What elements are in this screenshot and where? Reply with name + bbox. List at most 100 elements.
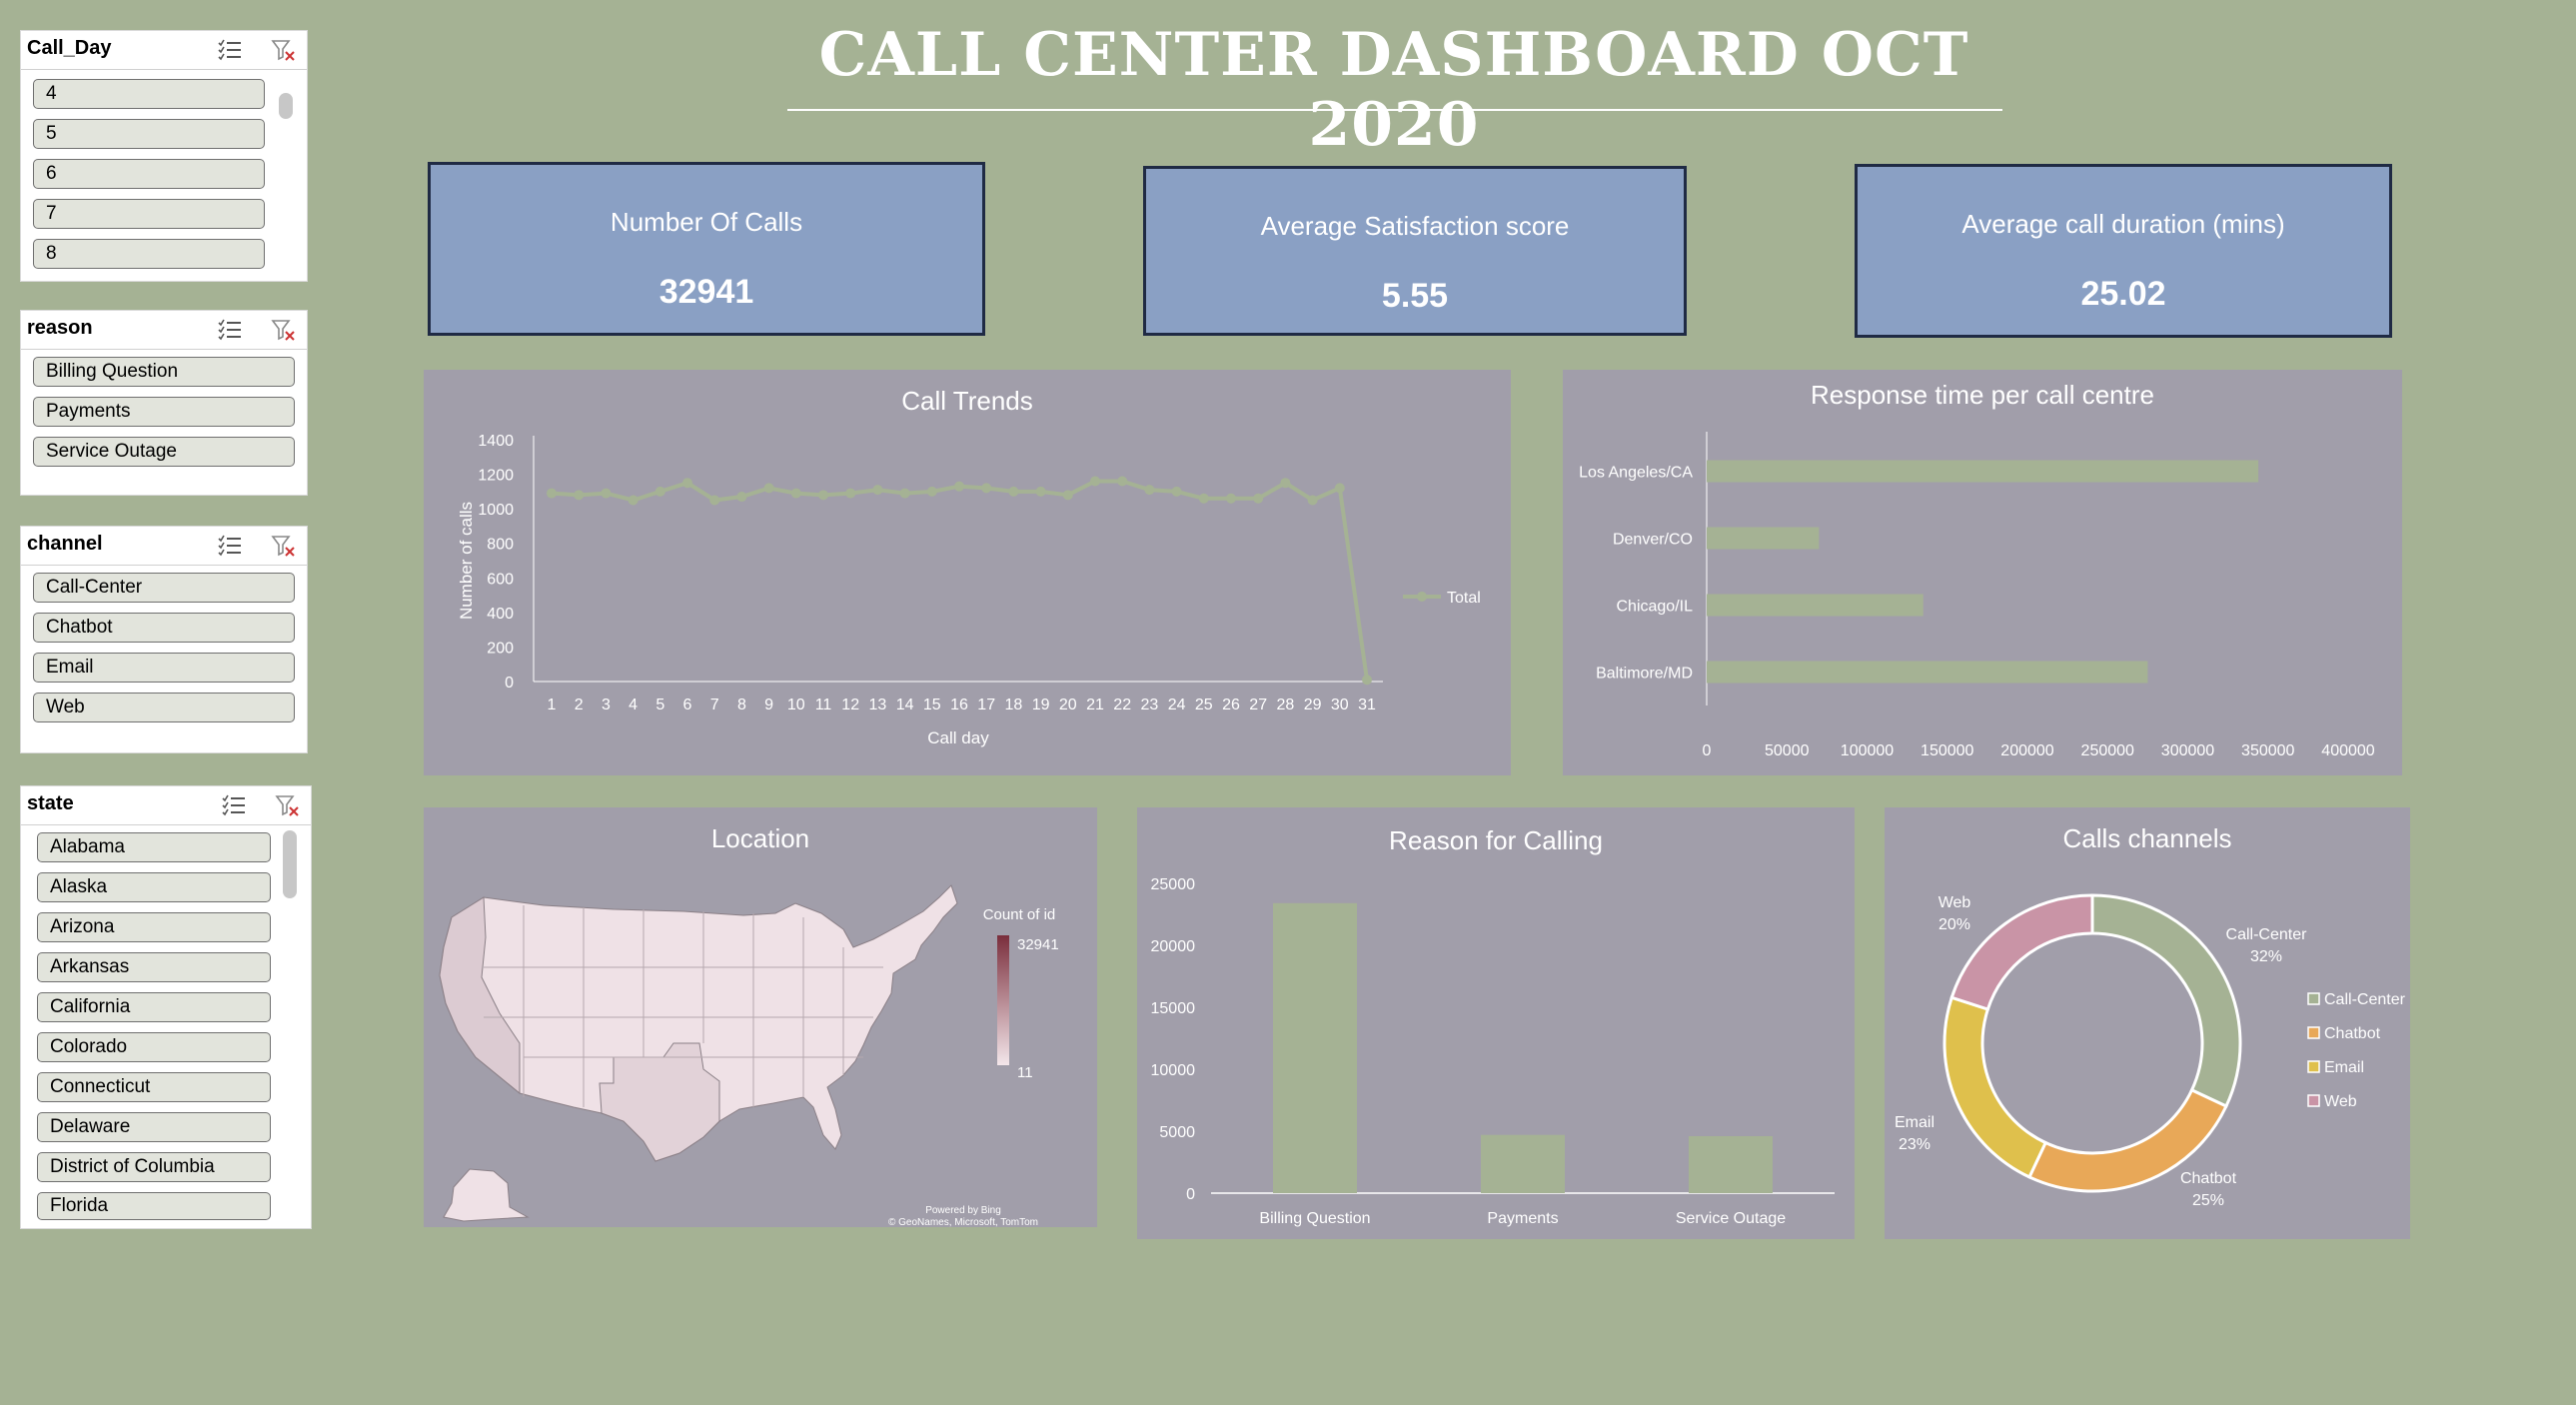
multi-select-icon[interactable] [221,792,247,818]
legend-label: Web [2324,1093,2357,1110]
slicer-item[interactable]: 8 [33,239,265,269]
clear-filter-icon[interactable] [271,533,297,559]
x-tick-label: 15 [923,697,941,713]
y-tick-label: 1200 [478,468,514,485]
slice-category-label: Call-Center [2226,926,2308,943]
slicer-item[interactable]: Arkansas [37,952,271,982]
legend-swatch [2307,1060,2320,1073]
x-tick-label: 22 [1113,697,1131,713]
slicer-item[interactable]: Florida [37,1192,271,1220]
slicer-item[interactable]: Delaware [37,1112,271,1142]
data-point [654,486,665,497]
slicer-call-day[interactable]: Call_Day 4 5 6 7 8 [20,30,308,282]
x-tick-label: 0 [1703,742,1712,759]
x-tick-label: 8 [737,697,746,713]
legend-swatch [2307,992,2320,1005]
slicer-item[interactable]: 5 [33,119,265,149]
slicer-state[interactable]: state Alabama Alaska Arizona Arkansas Ca… [20,785,312,1229]
slicer-item[interactable]: Payments [33,397,295,427]
multi-select-icon[interactable] [217,37,243,63]
slice-category-label: Chatbot [2180,1170,2237,1187]
channels-panel[interactable]: Calls channels Call-Center 32% Chatbot 25% E… [1885,807,2410,1239]
slicer-header: state [21,786,311,825]
data-point [926,486,937,497]
x-tick-label: 18 [1005,697,1023,713]
data-point [1035,486,1046,497]
data-point [1307,495,1318,506]
slicer-item[interactable]: 7 [33,199,265,229]
slicer-item[interactable]: Service Outage [33,437,295,467]
data-point [1117,476,1128,487]
chart-title: Call Trends [901,386,1033,416]
response-time-panel[interactable]: Response time per call centre Los Angele… [1563,370,2402,775]
slicer-item[interactable]: 4 [33,79,265,109]
legend-label: Total [1447,590,1481,607]
slicer-item[interactable]: Alaska [37,872,271,902]
map-shape [439,884,958,1222]
clear-filter-icon[interactable] [271,37,297,63]
legend-label: Chatbot [2324,1025,2381,1042]
data-point [1226,493,1236,504]
slicer-reason[interactable]: reason Billing Question Payments Service… [20,310,308,496]
slicer-channel[interactable]: channel Call-Center Chatbot Email Web [20,526,308,753]
slicer-item[interactable]: Alabama [37,832,271,862]
x-tick-label: 9 [764,697,773,713]
x-tick-label: 14 [896,697,914,713]
x-tick-label: 6 [683,697,692,713]
y-tick-label: 1400 [478,433,514,450]
texas-shape [599,1042,720,1162]
clear-filter-icon[interactable] [271,317,297,343]
legend-label: Email [2324,1059,2364,1076]
category-label: Chicago/IL [1617,599,1694,616]
x-tick-label: 3 [602,697,611,713]
data-point [954,481,964,492]
slice-percent-label: 20% [1938,916,1970,933]
bar [1707,594,1924,617]
x-tick-label: 1 [548,697,557,713]
us-contiguous-shape [439,884,958,1162]
slicer-item[interactable]: Email [33,653,295,683]
slicer-item[interactable]: Chatbot [33,613,295,643]
reason-panel[interactable]: Reason for Calling 0 5000 10000 15000 20000 2… [1137,807,1855,1239]
data-point [547,488,557,499]
scrollbar-thumb[interactable] [283,830,297,898]
x-tick-label: 19 [1032,697,1050,713]
call-trends-panel[interactable]: Call Trends 0 200 400 600 800 1000 1200 1400 1 2 3… [424,370,1511,775]
y-tick-label: 1000 [478,502,514,519]
slicer-item[interactable]: 6 [33,159,265,189]
slicer-item[interactable]: Arizona [37,912,271,942]
response-time-chart: Los Angeles/CA Denver/CO Chicago/IL Baltimo… [1579,432,2375,759]
location-panel[interactable]: Location [424,807,1097,1227]
alaska-shape [443,1168,530,1222]
slicer-item[interactable]: Web [33,693,295,722]
data-point [872,485,883,496]
slicer-item[interactable]: Billing Question [33,357,295,387]
y-tick-label: 600 [487,571,514,588]
clear-filter-icon[interactable] [275,792,301,818]
west-coast-shape [439,896,521,1095]
slicer-item[interactable]: Connecticut [37,1072,271,1102]
chart-title: Location [710,823,810,853]
multi-select-icon[interactable] [217,317,243,343]
scrollbar-thumb[interactable] [279,93,293,119]
slicer-item[interactable]: District of Columbia [37,1152,271,1182]
data-point [574,490,585,501]
slicer-item[interactable]: Colorado [37,1032,271,1062]
x-tick-label: 50000 [1765,742,1810,759]
kpi-value: 25.02 [2080,275,2166,313]
multi-select-icon[interactable] [217,533,243,559]
kpi-number-of-calls: Number Of Calls 32941 [428,162,985,336]
x-tick-label: 25 [1195,697,1213,713]
slicer-title: channel [27,533,103,555]
slicer-item[interactable]: California [37,992,271,1022]
channels-chart: Call-Center 32% Chatbot 25% Email 23% Web 20% Ca… [1895,893,2406,1209]
data-point [899,488,910,499]
slicer-item[interactable]: Call-Center [33,573,295,603]
x-tick-label: 27 [1249,697,1267,713]
title-underline [787,109,2002,111]
data-point [1334,483,1345,494]
slicer-title: state [27,792,74,814]
y-tick-label: 20000 [1151,938,1196,955]
us-map[interactable]: Count of id 32941 11 Powered by Bing © G… [424,807,1097,1227]
x-tick-label: 400000 [2321,742,2374,759]
